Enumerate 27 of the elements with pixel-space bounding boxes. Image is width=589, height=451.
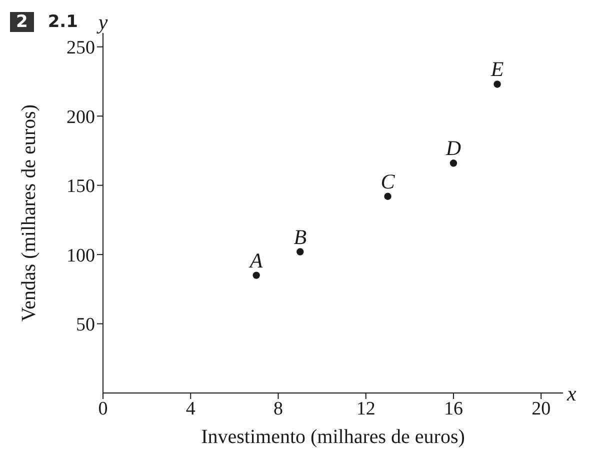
annotation: E: [490, 57, 504, 82]
x-tick-label: 0: [98, 398, 108, 420]
y-axis-title: Vendas (milhares de euros): [18, 104, 40, 322]
point: [450, 160, 458, 167]
point: [384, 192, 392, 200]
y-tick-label: 150: [66, 176, 95, 198]
x-tick-label: 20: [532, 398, 551, 420]
x-axis-title: Investimento (milhares de euros): [201, 426, 465, 448]
x-tick-label: 16: [444, 398, 463, 420]
x-tick-label: 12: [356, 398, 376, 420]
annotation: A: [248, 248, 263, 272]
text: x: [566, 381, 577, 406]
point: [494, 80, 501, 88]
point: [252, 272, 260, 279]
annotation: D: [444, 136, 462, 160]
x-tick-label: 4: [186, 398, 196, 420]
text: 2: [10, 12, 34, 32]
x-tick-label: 8: [273, 398, 283, 420]
point: [296, 248, 304, 256]
text: 2.1: [48, 12, 78, 32]
y-tick-label: 250: [66, 38, 95, 59]
y-tick-label: 50: [76, 314, 95, 336]
annotation: B: [294, 224, 307, 249]
y-tick-label: 100: [66, 245, 95, 266]
y-tick-label: 200: [66, 106, 95, 128]
annotation: y: [96, 10, 108, 34]
annotation: C: [380, 169, 396, 194]
